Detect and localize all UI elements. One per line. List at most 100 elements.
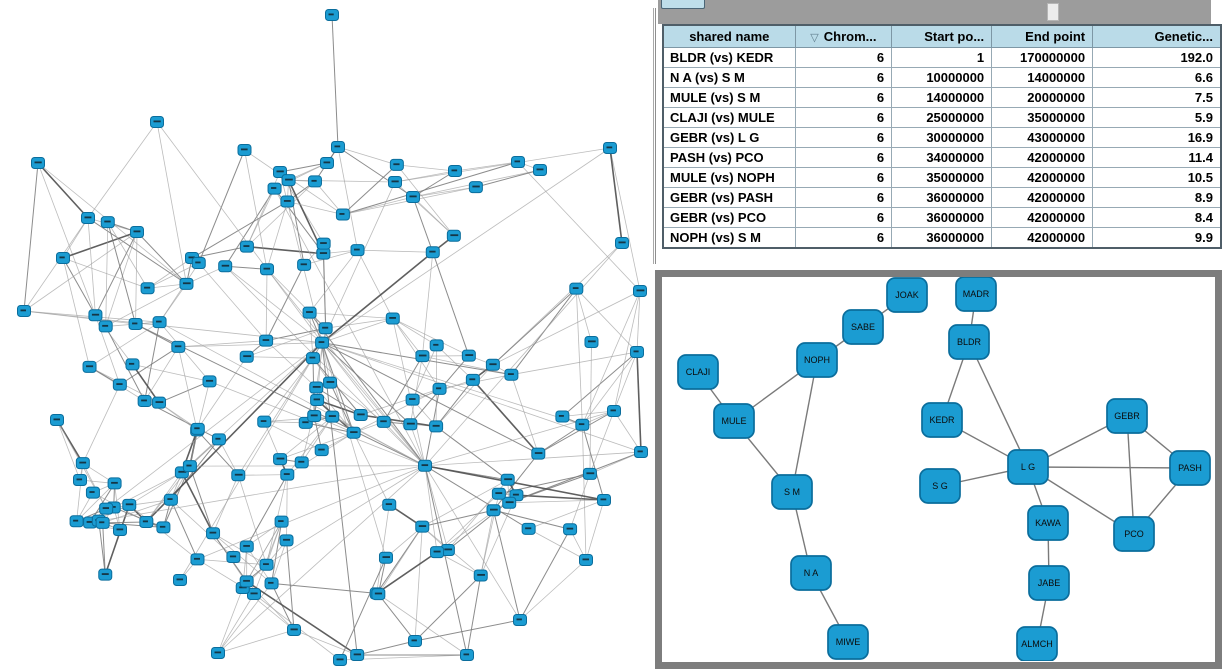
graph-node[interactable] — [513, 614, 527, 626]
graph-node[interactable] — [511, 156, 525, 168]
graph-node[interactable] — [107, 477, 122, 490]
graph-node[interactable] — [346, 426, 361, 439]
table-row[interactable]: GEBR (vs) PCO 6 36000000 42000000 8.4 — [662, 207, 1222, 228]
graph-node[interactable] — [302, 306, 317, 319]
graph-node[interactable] — [98, 320, 113, 333]
graph-node[interactable] — [137, 395, 152, 408]
graph-node[interactable] — [239, 350, 254, 363]
graph-node[interactable] — [273, 453, 288, 466]
graph-node[interactable] — [388, 176, 402, 188]
graph-node[interactable] — [247, 588, 261, 600]
graph-node[interactable] — [350, 244, 365, 257]
graph-node[interactable] — [432, 382, 447, 395]
graph-node[interactable] — [211, 647, 225, 659]
node-l-g[interactable]: L G — [1007, 449, 1049, 485]
graph-node[interactable] — [461, 349, 476, 362]
graph-node[interactable] — [239, 540, 254, 553]
edge-BLDR-L G[interactable] — [968, 341, 1029, 468]
graph-node[interactable] — [294, 456, 309, 469]
graph-node[interactable] — [371, 588, 386, 601]
graph-node[interactable] — [280, 195, 295, 208]
graph-node[interactable] — [314, 444, 329, 457]
graph-node[interactable] — [85, 486, 100, 499]
graph-node[interactable] — [280, 468, 295, 481]
graph-node[interactable] — [211, 433, 226, 446]
graph-node[interactable] — [182, 460, 197, 473]
graph-node[interactable] — [99, 502, 114, 515]
graph-node[interactable] — [446, 229, 461, 242]
graph-node[interactable] — [75, 457, 90, 470]
graph-node[interactable] — [150, 116, 164, 128]
graph-node[interactable] — [179, 277, 194, 290]
graph-node[interactable] — [405, 393, 420, 406]
column-header-chromosome[interactable]: ▽ Chrom... — [794, 25, 893, 48]
graph-node[interactable] — [491, 487, 506, 500]
graph-node[interactable] — [425, 246, 440, 259]
graph-node[interactable] — [257, 415, 272, 428]
graph-node[interactable] — [333, 654, 347, 666]
graph-node[interactable] — [73, 474, 87, 486]
graph-node[interactable] — [468, 181, 483, 194]
graph-node[interactable] — [237, 144, 252, 156]
graph-node[interactable] — [335, 208, 350, 221]
node-gebr[interactable]: GEBR — [1106, 398, 1148, 434]
graph-node[interactable] — [202, 375, 217, 388]
graph-node[interactable] — [500, 473, 515, 486]
graph-node[interactable] — [226, 551, 241, 564]
table-row[interactable]: MULE (vs) S M 6 14000000 20000000 7.5 — [662, 87, 1222, 108]
graph-node[interactable] — [281, 174, 296, 187]
node-pco[interactable]: PCO — [1113, 516, 1155, 552]
graph-node[interactable] — [353, 408, 368, 421]
graph-node[interactable] — [533, 164, 547, 176]
graph-node[interactable] — [239, 575, 254, 588]
column-header-start-position[interactable]: Start po... — [891, 25, 993, 48]
graph-node[interactable] — [139, 515, 154, 528]
graph-node[interactable] — [579, 554, 593, 566]
column-header-genetic[interactable]: Genetic... — [1092, 25, 1222, 48]
node-sabe[interactable]: SABE — [842, 309, 884, 345]
graph-node[interactable] — [325, 410, 340, 423]
graph-node[interactable] — [259, 558, 274, 571]
graph-node[interactable] — [429, 420, 444, 433]
graph-node[interactable] — [323, 376, 338, 389]
graph-node[interactable] — [430, 546, 445, 559]
graph-node[interactable] — [615, 237, 629, 249]
graph-node[interactable] — [582, 467, 597, 480]
graph-node[interactable] — [82, 360, 97, 373]
node-s-g[interactable]: S G — [919, 468, 961, 504]
graph-node[interactable] — [125, 358, 140, 371]
graph-node[interactable] — [56, 252, 70, 264]
graph-node[interactable] — [389, 158, 404, 171]
table-row[interactable]: CLAJI (vs) MULE 6 25000000 35000000 5.9 — [662, 107, 1222, 128]
node-mule[interactable]: MULE — [713, 403, 755, 439]
node-kawa[interactable]: KAWA — [1027, 505, 1069, 541]
graph-node[interactable] — [325, 9, 339, 21]
table-row[interactable]: MULE (vs) NOPH 6 35000000 42000000 10.5 — [662, 167, 1222, 188]
graph-node[interactable] — [191, 257, 206, 270]
graph-node[interactable] — [310, 393, 325, 406]
graph-node[interactable] — [633, 285, 647, 297]
graph-node[interactable] — [597, 494, 611, 506]
graph-node[interactable] — [306, 352, 321, 365]
graph-node[interactable] — [112, 378, 127, 391]
graph-node[interactable] — [376, 415, 391, 428]
graph-node[interactable] — [264, 577, 279, 590]
graph-node[interactable] — [569, 282, 584, 295]
graph-node[interactable] — [415, 350, 430, 363]
network-view-selected[interactable]: JOAK MADR SABE NOPH BLDR CLAJI MULE KEDR GEBR L G… — [655, 270, 1222, 669]
table-row[interactable]: NOPH (vs) S M 6 36000000 42000000 9.9 — [662, 227, 1222, 249]
graph-node[interactable] — [279, 534, 294, 547]
graph-node[interactable] — [152, 316, 167, 329]
graph-node[interactable] — [100, 216, 115, 229]
graph-node[interactable] — [575, 418, 590, 431]
node-bldr[interactable]: BLDR — [948, 324, 990, 360]
edge-NOPH-S M[interactable] — [791, 359, 818, 493]
panel-splitter[interactable] — [653, 8, 656, 264]
graph-node[interactable] — [173, 574, 187, 586]
graph-node[interactable] — [259, 334, 274, 347]
node-pash[interactable]: PASH — [1169, 450, 1211, 486]
graph-node[interactable] — [408, 635, 422, 647]
graph-node[interactable] — [318, 322, 333, 335]
edge-L G-PASH[interactable] — [1027, 466, 1191, 469]
graph-node[interactable] — [429, 339, 444, 352]
